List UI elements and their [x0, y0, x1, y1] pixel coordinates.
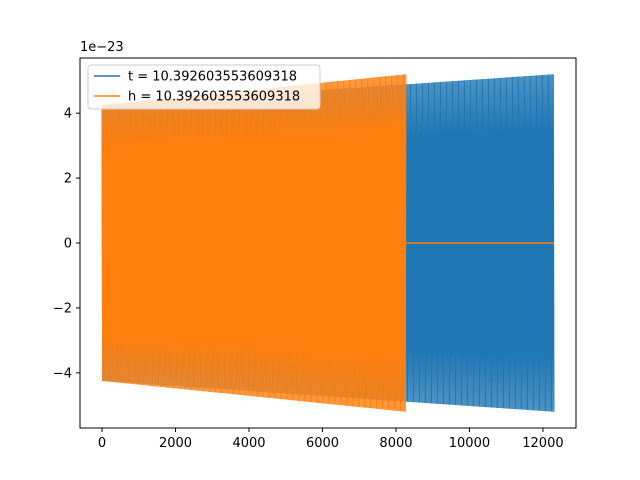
y-tick-label: 2 [64, 172, 72, 187]
x-tick-label: 6000 [306, 436, 339, 451]
legend: t = 10.392603553609318 h = 10.39260355360… [87, 64, 321, 110]
x-tick-label: 12000 [522, 436, 563, 451]
y-offset-text: 1e−23 [80, 40, 124, 55]
series-line-2 [101, 74, 407, 412]
y-tick-label: 0 [64, 237, 72, 252]
x-tick-label: 10000 [449, 436, 490, 451]
legend-label-2: h = 10.392603553609318 [128, 90, 300, 105]
y-tick-label: −4 [53, 366, 72, 381]
x-tick-label: 0 [98, 436, 106, 451]
x-tick-label: 4000 [232, 436, 265, 451]
y-tick-label: −2 [53, 301, 72, 316]
legend-box [87, 64, 321, 110]
legend-label-1: t = 10.392603553609318 [128, 70, 297, 85]
series-layer [101, 74, 555, 412]
y-tick-label: 4 [64, 107, 72, 122]
x-axis: 0 2000 4000 6000 8000 10000 12000 [98, 428, 564, 451]
x-tick-label: 2000 [159, 436, 192, 451]
x-tick-label: 8000 [379, 436, 412, 451]
y-axis: −4 −2 0 2 4 [53, 107, 80, 381]
